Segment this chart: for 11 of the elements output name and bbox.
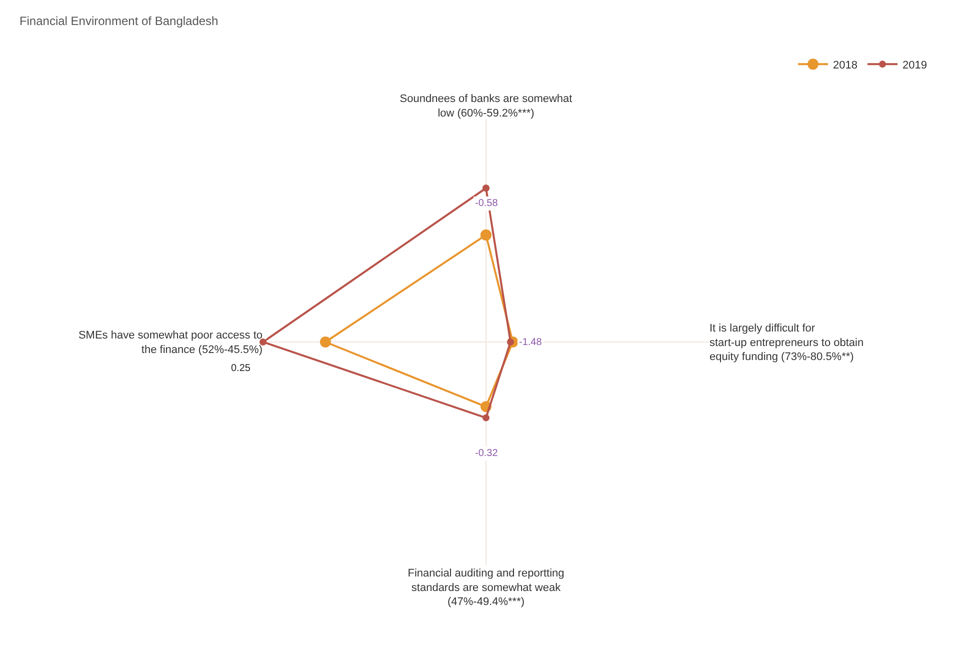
text: -0.32 <box>475 448 498 459</box>
text: -0.58 <box>475 198 498 209</box>
text: 0.25 <box>231 363 251 374</box>
spoke-label: It is largely difficult for start-up entrepreneurs to obtain equity funding (73%-80.5%**) <box>710 322 864 364</box>
spoke-label: Soundnees of banks are somewhat low (60%-59.2%***) <box>400 93 572 120</box>
legend-label: 2019 <box>902 59 927 72</box>
text: -1.48 <box>519 337 542 348</box>
chart-title: Financial Environment of Bangladesh <box>19 14 218 28</box>
spoke-label: SMEs have somewhat poor access to the finance (52%-45.5%) <box>78 330 262 356</box>
legend-label: 2018 <box>833 59 858 72</box>
spoke-label: Financial auditing and reportting standards are somewhat weak (47%-49.4%***) <box>408 568 564 608</box>
